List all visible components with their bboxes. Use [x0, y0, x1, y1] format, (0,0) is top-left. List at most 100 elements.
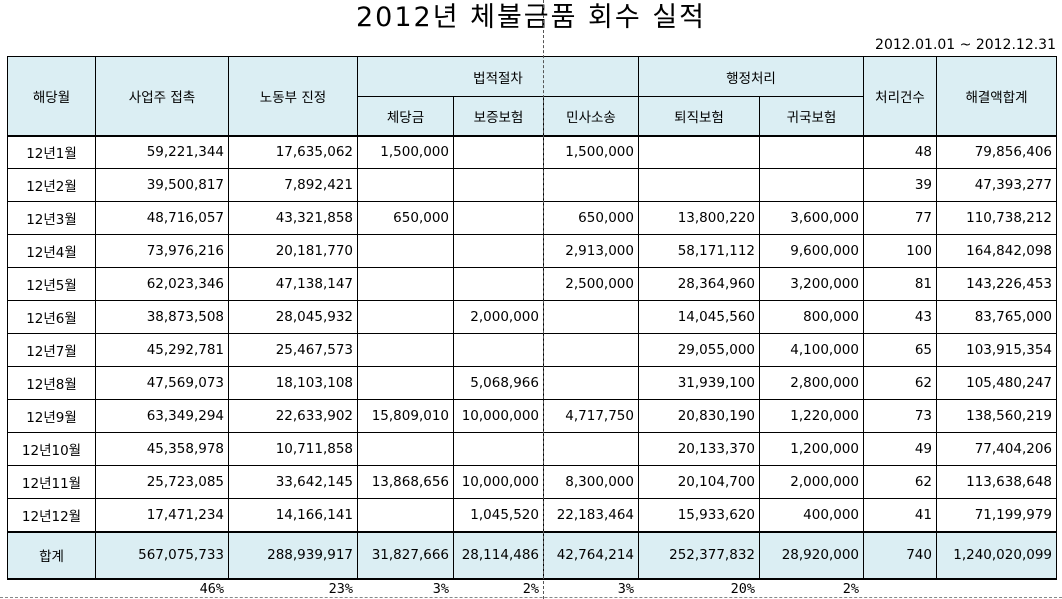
- amount-cell: [759, 168, 864, 202]
- table-row: 12년6월 38,873,508 28,045,932 2,000,000 14,045…: [7, 300, 1057, 334]
- amount-cell: 9,600,000: [759, 234, 864, 268]
- total-cell: 288,939,917: [228, 530, 358, 580]
- table-row: 12년7월 45,292,781 25,467,573 29,055,000 4,100…: [7, 333, 1057, 367]
- total-cell: 42,764,214: [543, 530, 639, 580]
- amount-cell: 25,723,085: [95, 465, 229, 499]
- amount-cell: 65: [863, 333, 937, 367]
- amount-cell: 400,000: [759, 498, 864, 532]
- amount-cell: [357, 234, 454, 268]
- amount-cell: [453, 134, 544, 169]
- amount-cell: 62: [863, 465, 937, 499]
- amount-cell: 10,000,000: [453, 399, 544, 433]
- amount-cell: [638, 134, 760, 169]
- amount-cell: 39,500,817: [95, 168, 229, 202]
- amount-cell: 8,300,000: [543, 465, 639, 499]
- header-civil-suit: 민사소송: [543, 96, 639, 136]
- total-cell: 31,827,666: [357, 530, 454, 580]
- table-body: 12년1월 59,221,344 17,635,062 1,500,000 1,500,…: [7, 134, 1057, 532]
- month-cell: 12년12월: [7, 498, 96, 532]
- header-employer-contact: 사업주 접촉: [95, 56, 229, 136]
- amount-cell: 20,133,370: [638, 432, 760, 466]
- total-cell: 740: [863, 530, 937, 580]
- amount-cell: 13,800,220: [638, 201, 760, 235]
- amount-cell: 38,873,508: [95, 300, 229, 334]
- amount-cell: [638, 168, 760, 202]
- amount-cell: 47,138,147: [228, 267, 358, 301]
- percentage-cell: 2%: [522, 581, 539, 597]
- table-row: 12년8월 47,569,073 18,103,108 5,068,966 31,939…: [7, 366, 1057, 400]
- page-break-line-bottom: [0, 597, 1062, 598]
- amount-cell: [357, 300, 454, 334]
- percentage-row: 46% 23% 3% 2% 3% 20% 2%: [7, 580, 863, 598]
- month-cell: 12년8월: [7, 366, 96, 400]
- amount-cell: 800,000: [759, 300, 864, 334]
- table-row: 12년4월 73,976,216 20,181,770 2,913,000 58,171…: [7, 234, 1057, 268]
- total-cell: 1,240,020,099: [936, 530, 1057, 580]
- month-cell: 12년7월: [7, 333, 96, 367]
- amount-cell: 138,560,219: [936, 399, 1057, 433]
- month-cell: 12년5월: [7, 267, 96, 301]
- amount-cell: 77,404,206: [936, 432, 1057, 466]
- total-cell: 28,114,486: [453, 530, 544, 580]
- amount-cell: 33,642,145: [228, 465, 358, 499]
- amount-cell: 43,321,858: [228, 201, 358, 235]
- amount-cell: 18,103,108: [228, 366, 358, 400]
- amount-cell: 45,358,978: [95, 432, 229, 466]
- percentage-cell: 3%: [617, 581, 634, 597]
- amount-cell: 10,000,000: [453, 465, 544, 499]
- amount-cell: [453, 432, 544, 466]
- amount-cell: [543, 168, 639, 202]
- amount-cell: 83,765,000: [936, 300, 1057, 334]
- month-cell: 12년6월: [7, 300, 96, 334]
- amount-cell: [543, 366, 639, 400]
- month-cell: 12년3월: [7, 201, 96, 235]
- amount-cell: [357, 432, 454, 466]
- amount-cell: 100: [863, 234, 937, 268]
- amount-cell: 31,939,100: [638, 366, 760, 400]
- amount-cell: 2,913,000: [543, 234, 639, 268]
- total-label: 합계: [7, 530, 96, 580]
- percentage-cell: 2%: [842, 581, 859, 597]
- month-cell: 12년9월: [7, 399, 96, 433]
- amount-cell: 2,500,000: [543, 267, 639, 301]
- amount-cell: [543, 300, 639, 334]
- amount-cell: 62,023,346: [95, 267, 229, 301]
- table-row: 12년5월 62,023,346 47,138,147 2,500,000 28,364…: [7, 267, 1057, 301]
- amount-cell: 2,000,000: [759, 465, 864, 499]
- table-row: 12년9월 63,349,294 22,633,902 15,809,010 10,00…: [7, 399, 1057, 433]
- header-case-count: 처리건수: [863, 56, 937, 136]
- amount-cell: 22,183,464: [543, 498, 639, 532]
- amount-cell: 59,221,344: [95, 134, 229, 169]
- amount-cell: [357, 366, 454, 400]
- amount-cell: [759, 134, 864, 169]
- total-row: 합계 567,075,733 288,939,917 31,827,666 28…: [7, 530, 1057, 580]
- amount-cell: 2,800,000: [759, 366, 864, 400]
- collection-results-table: 해당월 사업주 접촉 노동부 진정 법적절차 행정처리 처리건수 해결액합계 체…: [7, 56, 1057, 580]
- table-row: 12년3월 48,716,057 43,321,858 650,000 650,000 1…: [7, 201, 1057, 235]
- amount-cell: 45,292,781: [95, 333, 229, 367]
- table-header: 해당월 사업주 접촉 노동부 진정 법적절차 행정처리 처리건수 해결액합계 체…: [7, 56, 1057, 136]
- amount-cell: 15,933,620: [638, 498, 760, 532]
- percentage-cell: 46%: [199, 581, 224, 597]
- amount-cell: 47,393,277: [936, 168, 1057, 202]
- percentage-cell: 20%: [730, 581, 755, 597]
- header-retirement-insurance: 퇴직보험: [638, 96, 760, 136]
- header-return-insurance: 귀국보험: [759, 96, 864, 136]
- amount-cell: 650,000: [543, 201, 639, 235]
- amount-cell: 1,200,000: [759, 432, 864, 466]
- amount-cell: 13,868,656: [357, 465, 454, 499]
- table-footer: 합계 567,075,733 288,939,917 31,827,666 28…: [7, 530, 1057, 580]
- amount-cell: 62: [863, 366, 937, 400]
- report-title: 2012년 체불금품 회수 실적: [355, 2, 707, 33]
- total-cell: 567,075,733: [95, 530, 229, 580]
- header-legal-procedure: 법적절차: [357, 56, 639, 97]
- amount-cell: 20,830,190: [638, 399, 760, 433]
- table-row: 12년10월 45,358,978 10,711,858 20,133,370 1,20…: [7, 432, 1057, 466]
- amount-cell: 79,856,406: [936, 134, 1057, 169]
- total-cell: 28,920,000: [759, 530, 864, 580]
- amount-cell: 15,809,010: [357, 399, 454, 433]
- amount-cell: 7,892,421: [228, 168, 358, 202]
- amount-cell: 14,166,141: [228, 498, 358, 532]
- amount-cell: [357, 168, 454, 202]
- amount-cell: [543, 333, 639, 367]
